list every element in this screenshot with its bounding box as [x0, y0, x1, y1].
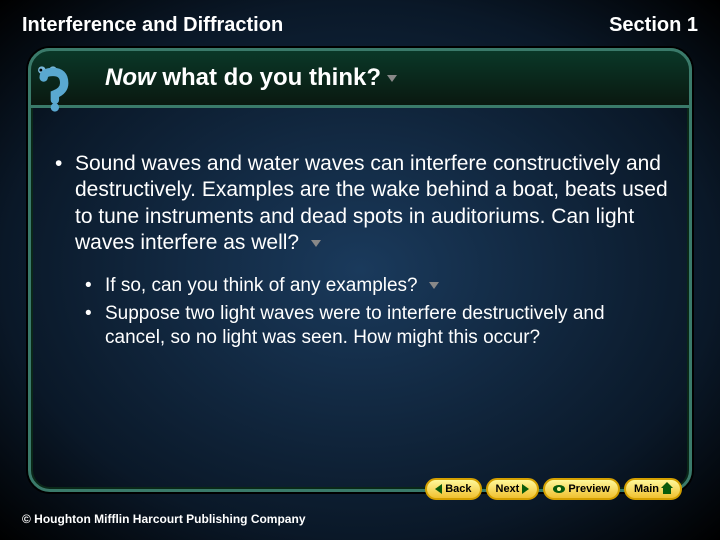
bullet-main: • Sound waves and water waves can interf… — [51, 151, 669, 256]
slide-header: Interference and Diffraction Section 1 — [0, 0, 720, 37]
slide-content: • Sound waves and water waves can interf… — [51, 151, 669, 353]
nav-button-bar: Back Next Preview Main — [425, 478, 682, 500]
content-frame: Now what do you think? • Sound waves and… — [28, 48, 692, 492]
bullet-sub: • If so, can you think of any examples? — [81, 274, 669, 298]
bullet-dot-icon: • — [51, 151, 75, 256]
back-button[interactable]: Back — [425, 478, 481, 500]
back-label: Back — [445, 483, 471, 495]
bullet-sub-text: If so, can you think of any examples? — [105, 274, 439, 298]
dropdown-icon — [387, 75, 397, 82]
bullet-sub-text: Suppose two light waves were to interfer… — [105, 302, 669, 350]
slide-title: Now what do you think? — [105, 64, 397, 92]
title-band: Now what do you think? — [28, 48, 692, 108]
arrow-right-icon — [522, 484, 529, 494]
dropdown-icon — [311, 240, 321, 247]
eye-icon — [553, 485, 565, 493]
dropdown-icon — [429, 282, 439, 289]
preview-label: Preview — [568, 483, 610, 495]
preview-button[interactable]: Preview — [543, 478, 620, 500]
title-emphasis: Now — [105, 64, 156, 91]
main-label: Main — [634, 483, 659, 495]
bullet-sub: • Suppose two light waves were to interf… — [81, 302, 669, 350]
bullet-main-text: Sound waves and water waves can interfer… — [75, 151, 669, 256]
title-rest: what do you think? — [156, 64, 381, 91]
header-left: Interference and Diffraction — [22, 14, 283, 37]
main-button[interactable]: Main — [624, 478, 682, 500]
arrow-left-icon — [435, 484, 442, 494]
copyright-text: © Houghton Mifflin Harcourt Publishing C… — [22, 512, 306, 526]
home-icon — [662, 484, 672, 494]
header-right: Section 1 — [609, 14, 698, 37]
question-mark-icon — [25, 57, 81, 113]
next-button[interactable]: Next — [486, 478, 540, 500]
next-label: Next — [496, 483, 520, 495]
bullet-dot-icon: • — [81, 302, 105, 350]
bullet-dot-icon: • — [81, 274, 105, 298]
